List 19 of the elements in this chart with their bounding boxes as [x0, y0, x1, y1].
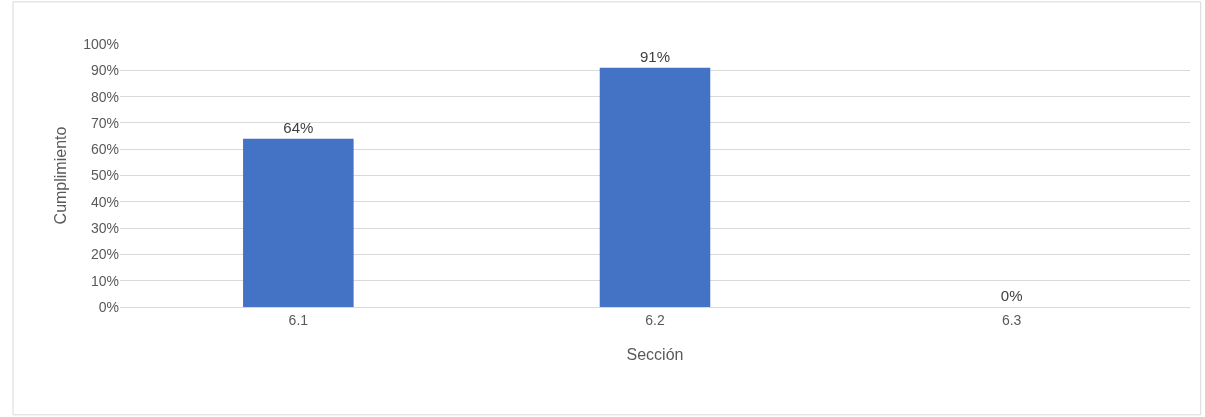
y-tick-label: 80%: [90, 88, 119, 105]
y-tick-label: 90%: [90, 62, 119, 79]
x-axis-title: Sección: [626, 346, 684, 364]
y-tick-label: 50%: [90, 167, 119, 184]
y-tick-label: 30%: [90, 220, 119, 236]
data-label: 64%: [283, 118, 314, 136]
y-axis-title: Cumplimiento: [52, 126, 70, 225]
data-label: 0%: [1000, 287, 1023, 304]
x-tick-label: 6.2: [645, 311, 665, 328]
y-tick-label: 100%: [83, 35, 119, 52]
y-tick-label: 60%: [90, 141, 119, 158]
y-tick-label: 0%: [98, 298, 119, 315]
y-tick-label: 20%: [90, 246, 119, 263]
data-label: 91%: [639, 47, 671, 65]
x-tick-label: 6.3: [1001, 311, 1022, 328]
y-tick-label: 70%: [90, 114, 119, 131]
y-tick-label: 10%: [90, 272, 119, 289]
x-tick-label: 6.1: [288, 311, 309, 328]
y-tick-label: 40%: [90, 193, 119, 210]
